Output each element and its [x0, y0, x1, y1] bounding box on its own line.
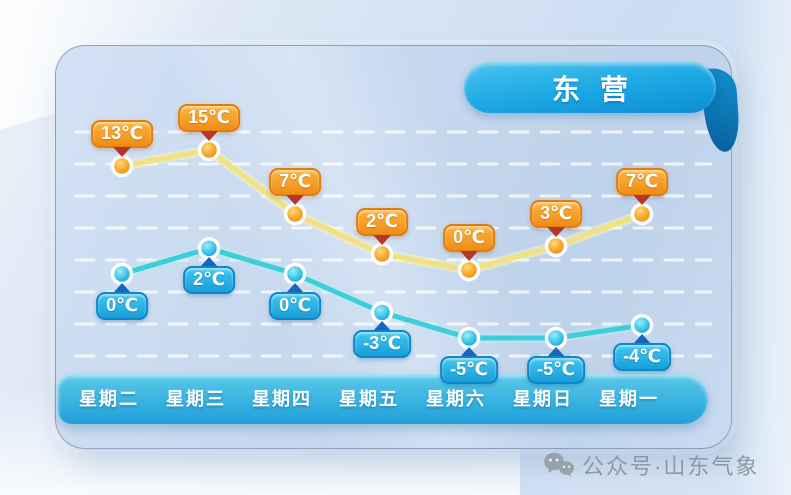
high-temp-badge: 13℃	[91, 120, 153, 157]
low-temp-badge: -4℃	[613, 334, 671, 372]
temperature-line-chart	[74, 130, 713, 358]
low-temp-badge: -5℃	[527, 347, 585, 384]
low-temp-badge: -3℃	[353, 321, 411, 359]
city-ribbon: 东营	[464, 62, 716, 113]
day-label: 星期二	[79, 389, 139, 409]
day-label: 星期四	[252, 389, 312, 409]
arrow-up-icon	[633, 334, 651, 345]
high-temp-badge-label: 3℃	[530, 200, 582, 228]
arrow-up-icon	[547, 347, 565, 357]
high-temp-badge-label: 0℃	[443, 224, 495, 252]
high-temp-badge: 7℃	[269, 168, 321, 205]
low-temp-badge-label: -4℃	[613, 343, 671, 372]
arrow-down-icon	[633, 195, 651, 205]
arrow-up-icon	[200, 257, 218, 268]
low-temp-badge-label: -5℃	[527, 356, 585, 384]
low-temp-badge: 0℃	[96, 283, 148, 320]
arrow-up-icon	[373, 321, 391, 332]
high-temp-badge: 2℃	[356, 208, 408, 245]
high-temp-badge: 15℃	[178, 104, 240, 141]
high-temp-badge-label: 7℃	[269, 168, 321, 196]
arrow-up-icon	[460, 347, 478, 357]
low-temp-badge-label: -5℃	[440, 356, 498, 384]
low-temp-badge-label: 0℃	[269, 292, 321, 320]
arrow-down-icon	[199, 131, 218, 141]
day-label: 星期三	[166, 389, 226, 409]
low-temp-badge: -5℃	[440, 347, 498, 384]
day-axis-bar: 星期二 星期三 星期四 星期五 星期六 星期日 星期一	[58, 374, 708, 424]
day-label: 星期五	[339, 389, 399, 409]
arrow-down-icon	[547, 227, 565, 237]
low-temp-badge-label: -3℃	[353, 330, 411, 359]
city-name: 东营	[551, 73, 648, 105]
forecast-card: 东营 13℃ 15℃ 7℃ 2℃ 0℃ 3℃ 7℃ 0℃ 2℃ 0℃ -3℃ -5℃ -5℃ -4℃ 星期…	[55, 45, 741, 449]
day-label: 星期一	[599, 389, 659, 409]
arrow-down-icon	[373, 235, 391, 245]
high-temp-badge: 7℃	[616, 168, 668, 205]
high-temp-badge: 3℃	[530, 200, 582, 237]
watermark: 公众号·山东气象	[543, 449, 759, 481]
watermark-text: 公众号·山东气象	[582, 454, 760, 479]
background-right-glow	[731, 0, 791, 495]
badge-layer: 13℃ 15℃ 7℃ 2℃ 0℃ 3℃ 7℃ 0℃ 2℃ 0℃ -3℃ -5℃ -5℃ -4℃	[56, 46, 731, 448]
arrow-up-icon	[286, 283, 304, 293]
arrow-down-icon	[112, 147, 131, 157]
high-temp-badge-label: 7℃	[616, 168, 668, 196]
day-label: 星期日	[513, 389, 573, 409]
low-temp-badge-label: 0℃	[96, 292, 148, 320]
wechat-icon	[544, 452, 575, 477]
high-temp-badge-label: 2℃	[356, 208, 408, 236]
high-temp-badge: 0℃	[443, 224, 495, 261]
arrow-up-icon	[113, 283, 131, 293]
low-temp-badge: 2℃	[183, 257, 235, 295]
arrow-down-icon	[460, 251, 478, 261]
low-temp-badge: 0℃	[269, 283, 321, 320]
arrow-down-icon	[286, 195, 304, 205]
high-temp-badge-label: 13℃	[91, 120, 153, 148]
low-temp-badge-label: 2℃	[183, 266, 235, 295]
high-temp-badge-label: 15℃	[178, 104, 240, 132]
